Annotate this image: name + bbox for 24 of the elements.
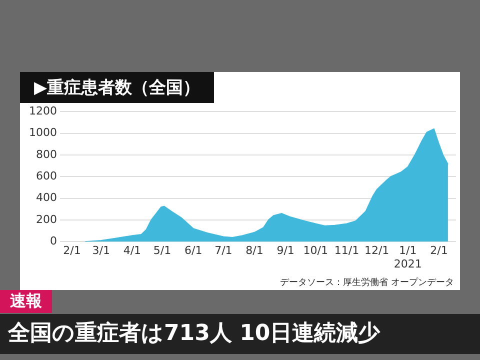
y-tick-label: 1200 <box>28 104 57 118</box>
x-tick-label: 8/1 <box>246 244 264 258</box>
x-tick-label: 1/1 2021 <box>394 244 422 270</box>
x-tick-label: 7/1 <box>214 244 232 258</box>
y-tick-label: 600 <box>36 169 57 182</box>
x-tick-label: 9/1 <box>276 244 294 258</box>
y-tick-label: 400 <box>36 191 57 204</box>
x-tick-label: 2/1 <box>430 244 448 258</box>
text: 全国の重症者は713人 10日連続減少 <box>0 314 480 354</box>
x-tick-label: 6/1 <box>184 244 202 258</box>
y-tick-label: 800 <box>36 148 57 161</box>
x-tick-label: 12/1 <box>364 244 390 258</box>
x-tick-label: 5/1 <box>153 244 172 258</box>
x-tick-label: 10/1 <box>303 244 328 258</box>
text: 速報 <box>0 290 52 313</box>
x-tick-label: 11/1 <box>334 244 360 258</box>
x-tick-label: 3/1 <box>92 244 110 258</box>
y-tick-label: 1000 <box>28 126 57 140</box>
y-tick-label: 200 <box>36 212 57 226</box>
y-tick-label: 0 <box>50 234 57 248</box>
text: データソース：厚生労働省 オープンデータ <box>280 276 454 289</box>
x-tick-label: 4/1 <box>123 244 142 258</box>
x-tick-label: 2/1 <box>63 244 81 258</box>
chart-title: ▶重症患者数（全国） <box>20 72 214 103</box>
